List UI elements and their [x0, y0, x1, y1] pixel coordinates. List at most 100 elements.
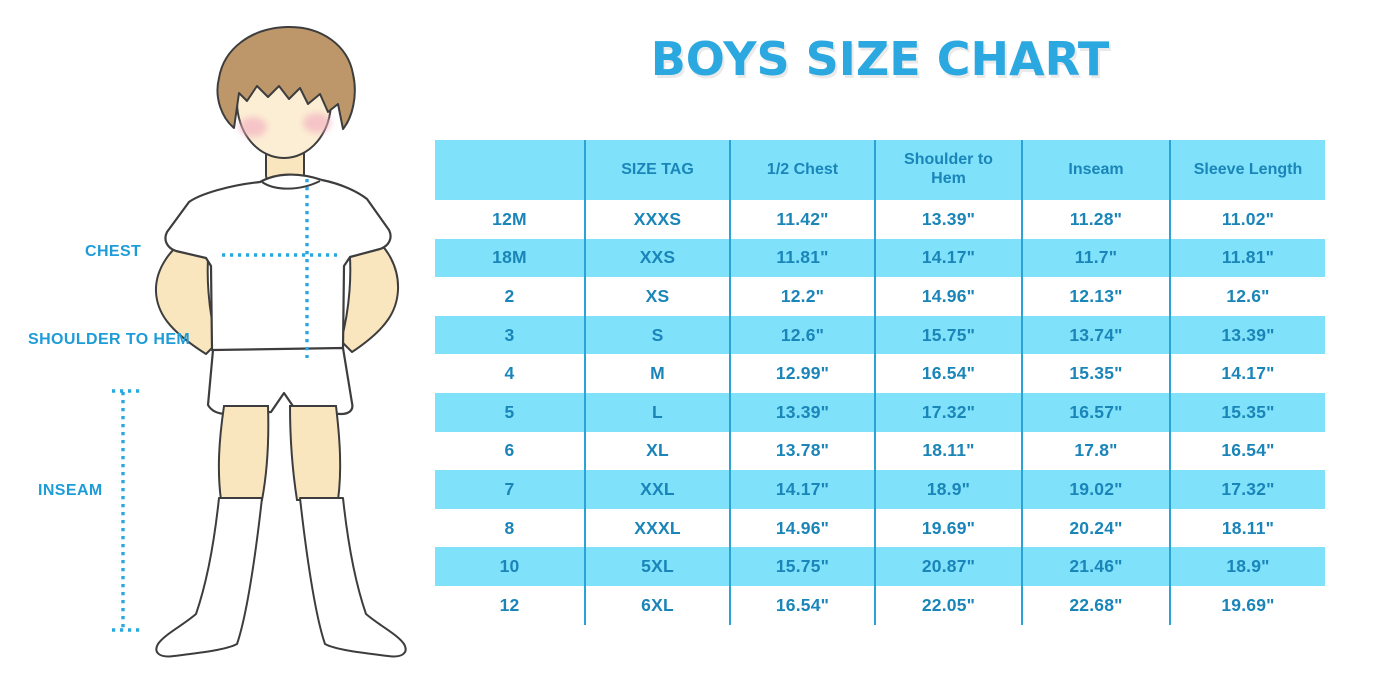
table-cell: 21.46" — [1022, 547, 1171, 586]
blush-right — [303, 113, 331, 133]
table-row: 7 XXL 14.17" 18.9" 19.02" 17.32" — [435, 470, 1325, 509]
table-cell: XL — [585, 431, 731, 471]
table-cell: XXL — [585, 470, 731, 509]
table-cell: 12.13" — [1022, 277, 1171, 316]
table-cell: 13.78" — [730, 431, 876, 471]
boy-right-sock — [299, 497, 407, 658]
table-cell: M — [585, 354, 731, 393]
table-cell: 10 — [435, 547, 586, 586]
column-header: SIZE TAG — [585, 140, 731, 200]
table-cell: 14.17" — [730, 470, 876, 509]
table-cell: 20.87" — [875, 547, 1023, 586]
table-cell: 12M — [435, 200, 586, 239]
column-header: 1/2 Chest — [730, 140, 876, 200]
column-header: Inseam — [1022, 140, 1171, 200]
table-cell: 16.54" — [730, 585, 876, 625]
shoulder-to-hem-label: SHOULDER TO HEM — [28, 331, 191, 348]
boy-left-leg — [217, 405, 270, 501]
table-cell: 6XL — [585, 585, 731, 625]
table-cell: 14.17" — [1221, 363, 1275, 384]
table-cell: 11.81" — [1221, 247, 1275, 268]
table-cell: 15.75" — [875, 315, 1023, 355]
column-header: Sleeve Length — [1170, 140, 1325, 200]
boy-illustration — [112, 25, 407, 658]
table-cell: 13.39" — [875, 200, 1023, 239]
table-cell: 8 — [435, 508, 586, 548]
table-cell: 14.96" — [875, 277, 1023, 316]
boy-left-sock — [155, 497, 263, 658]
table-cell: 13.39" — [730, 392, 876, 432]
table-cell: 13.74" — [1022, 315, 1171, 355]
table-cell: 15.75" — [730, 547, 876, 586]
table-cell: 12 — [435, 585, 586, 625]
table-cell: 11.81" — [730, 238, 876, 278]
table-cell: 13.39" — [1221, 324, 1275, 345]
table-cell: 11.7" — [1022, 238, 1171, 278]
table-row: 5 L 13.39" 17.32" 16.57" 15.35" — [435, 392, 1325, 432]
table-cell: 19.69" — [1221, 594, 1275, 615]
table-cell: 7 — [435, 470, 586, 509]
table-row: 12M XXXS 11.42" 13.39" 11.28" 11.02" — [435, 200, 1325, 239]
table-row: 12 6XL 16.54" 22.05" 22.68" 19.69" — [435, 585, 1325, 625]
table-cell: 11.02" — [1221, 208, 1275, 229]
table-cell: 12.99" — [730, 354, 876, 393]
table-cell: 15.35" — [1022, 354, 1171, 393]
table-cell: 17.32" — [875, 392, 1023, 432]
inseam-label: INSEAM — [38, 482, 103, 499]
table-cell: 18M — [435, 238, 586, 278]
table-cell: 16.54" — [1221, 440, 1275, 461]
table-cell: 20.24" — [1022, 508, 1171, 548]
table-cell: 5 — [435, 392, 586, 432]
table-cell: XS — [585, 277, 731, 316]
table-cell: 18.9" — [1226, 556, 1270, 577]
table-cell: 16.57" — [1022, 392, 1171, 432]
column-header — [435, 140, 586, 200]
table-cell: 19.69" — [875, 508, 1023, 548]
table-cell: 14.17" — [875, 238, 1023, 278]
table-cell: 17.8" — [1022, 431, 1171, 471]
table-row: 4 M 12.99" 16.54" 15.35" 14.17" — [435, 354, 1325, 393]
boy-right-arm — [340, 233, 400, 353]
table-row: 10 5XL 15.75" 20.87" 21.46" 18.9" — [435, 547, 1325, 586]
table-cell: 11.42" — [730, 200, 876, 239]
table-row: 2 XS 12.2" 14.96" 12.13" 12.6" — [435, 277, 1325, 316]
table-cell: 17.32" — [1221, 478, 1275, 499]
table-cell: 6 — [435, 431, 586, 471]
size-table: SIZE TAG 1/2 Chest Shoulder to Hem Inseam Sl… — [435, 140, 1325, 625]
table-row: 3 S 12.6" 15.75" 13.74" 13.39" — [435, 315, 1325, 355]
table-cell: L — [585, 392, 731, 432]
blush-left — [239, 117, 267, 137]
table-row: 6 XL 13.78" 18.11" 17.8" 16.54" — [435, 431, 1325, 471]
table-cell: XXXS — [585, 200, 731, 239]
boy-right-leg — [288, 405, 342, 501]
measurement-lines — [112, 179, 337, 632]
table-cell: 19.02" — [1022, 470, 1171, 509]
table-cell: 14.96" — [730, 508, 876, 548]
table-cell: 12.2" — [730, 277, 876, 316]
table-cell: 22.68" — [1022, 585, 1171, 625]
table-cell: 22.05" — [875, 585, 1023, 625]
table-cell: 12.6" — [730, 315, 876, 355]
table-cell: 18.11" — [1221, 517, 1275, 538]
shirt-collar — [261, 180, 321, 190]
header-row: SIZE TAG 1/2 Chest Shoulder to Hem Inseam Sl… — [435, 140, 1325, 200]
table-row: 8 XXXL 14.96" 19.69" 20.24" 18.11" — [435, 508, 1325, 548]
table-cell: 2 — [435, 277, 586, 316]
table-cell: 18.9" — [875, 470, 1023, 509]
size-table-body: 12M XXXS 11.42" 13.39" 11.28" 11.02" 18M XXS 11.… — [435, 200, 1325, 625]
table-row: 18M XXS 11.81" 14.17" 11.7" 11.81" — [435, 238, 1325, 278]
boy-hair — [216, 25, 356, 130]
table-cell: 18.11" — [875, 431, 1023, 471]
table-cell: 11.28" — [1022, 200, 1171, 239]
table-cell: 4 — [435, 354, 586, 393]
table-cell: 3 — [435, 315, 586, 355]
table-cell: 12.6" — [1226, 285, 1270, 306]
table-cell: S — [585, 315, 731, 355]
table-cell: 16.54" — [875, 354, 1023, 393]
table-cell: 5XL — [585, 547, 731, 586]
column-header: Shoulder to Hem — [875, 140, 1023, 200]
table-cell: XXS — [585, 238, 731, 278]
table-cell: 15.35" — [1221, 401, 1275, 422]
chest-label: CHEST — [85, 243, 142, 260]
size-table-header: SIZE TAG 1/2 Chest Shoulder to Hem Inseam Sl… — [435, 140, 1325, 200]
